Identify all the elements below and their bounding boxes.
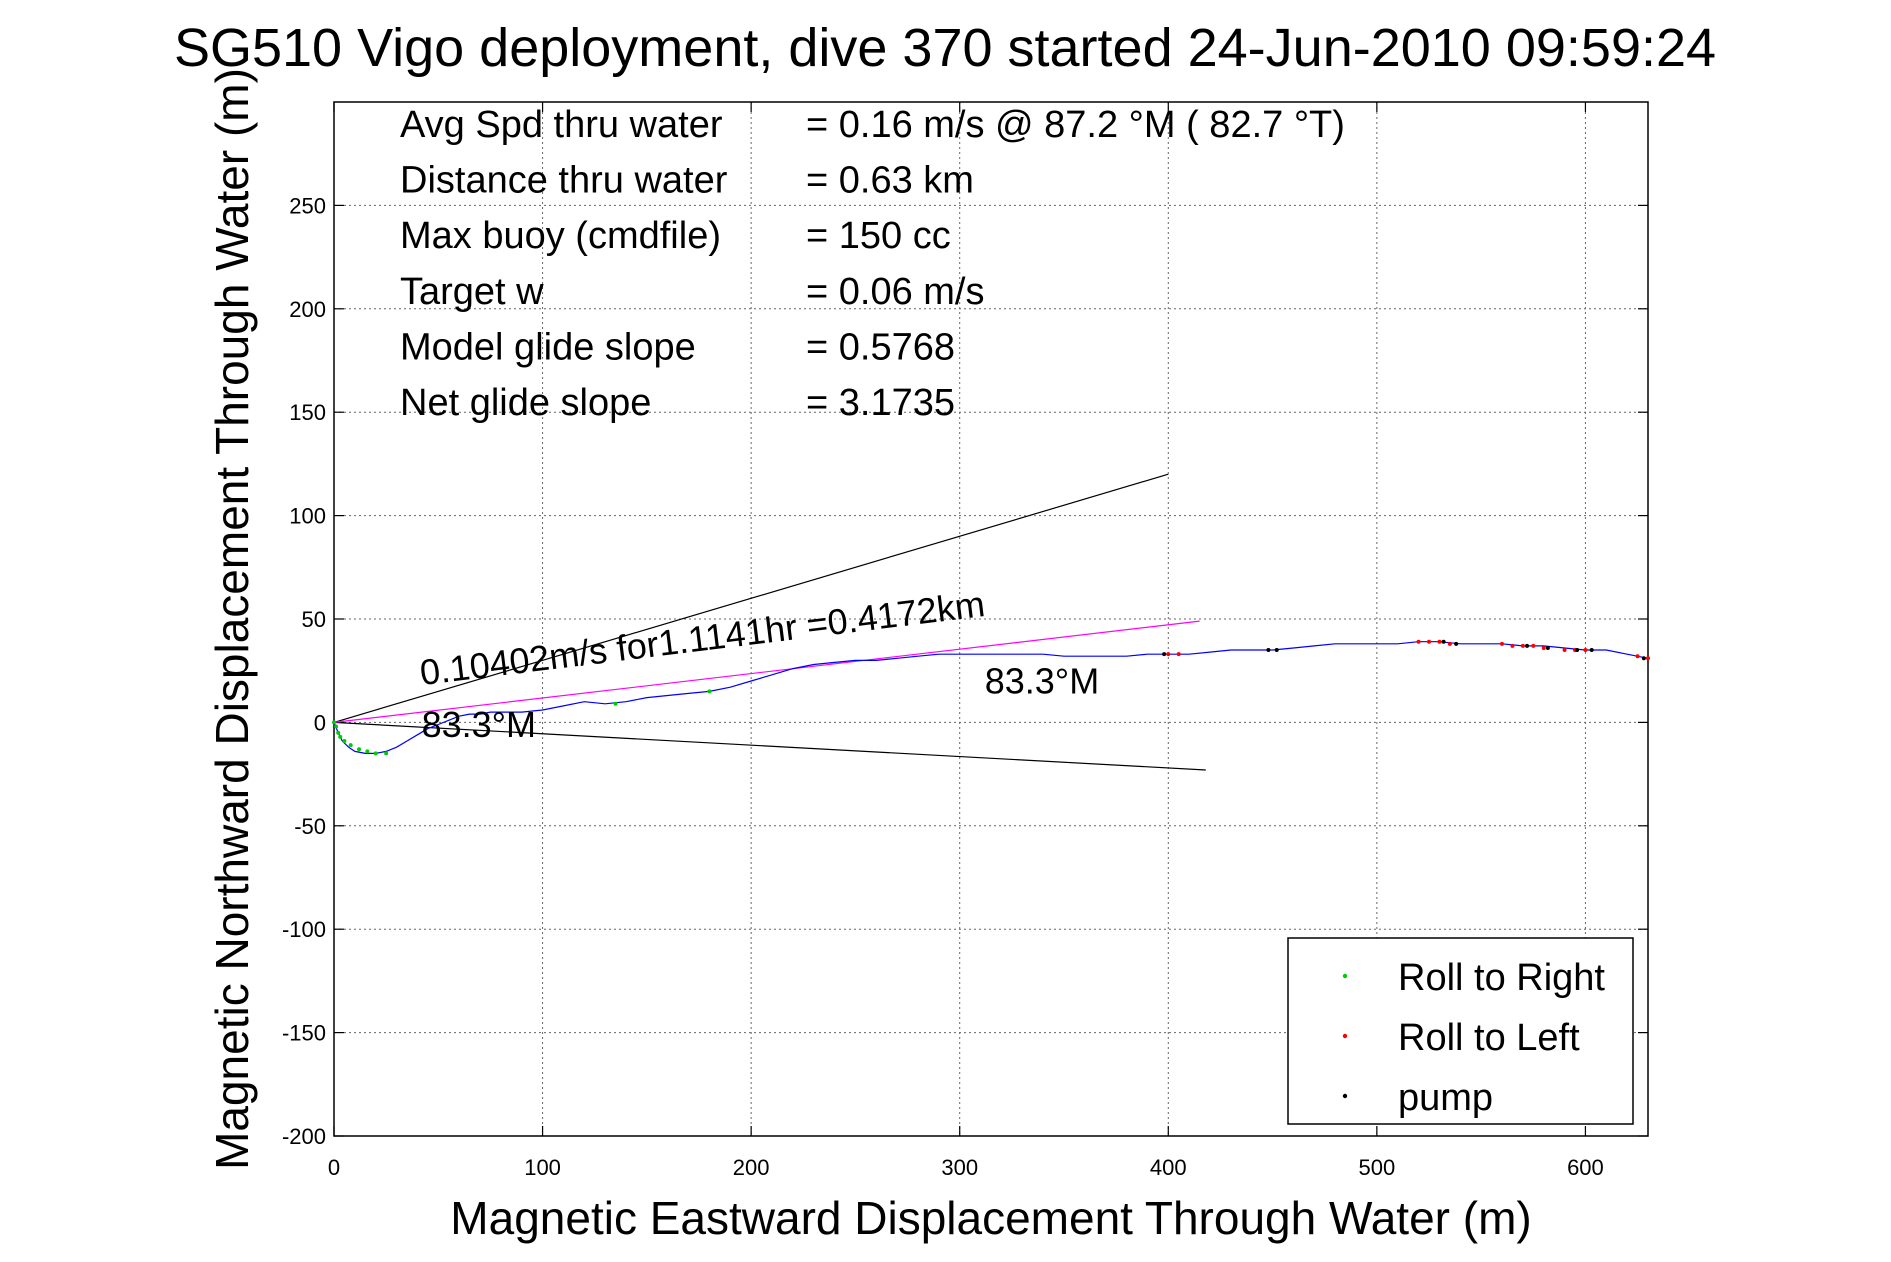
info-value: = 0.16 m/s @ 87.2 °M ( 82.7 °T) <box>806 104 1345 146</box>
legend-swatch <box>1342 1093 1348 1099</box>
pump-marker <box>1454 641 1459 646</box>
info-block: Avg Spd thru water = 0.16 m/s @ 87.2 °M (… <box>400 104 1345 424</box>
pump-marker <box>1441 639 1446 644</box>
plot-lines <box>333 473 1649 771</box>
legend: Roll to Right Roll to Left pump <box>1287 937 1634 1125</box>
roll-to-left-marker <box>1427 639 1431 644</box>
legend-swatch <box>1342 1033 1348 1039</box>
envelope-line <box>333 721 1206 771</box>
x-tick-label: 300 <box>941 1155 978 1180</box>
roll-to-left-marker <box>1447 641 1452 646</box>
y-tick-label: 200 <box>289 297 326 322</box>
roll-to-left-marker <box>1500 641 1504 646</box>
plot-annotation: 0.10402m/s for1.1141hr =0.4172km <box>418 583 987 693</box>
roll-to-right-marker <box>342 739 347 744</box>
pump-marker <box>1545 645 1550 650</box>
legend-swatch <box>1342 973 1348 979</box>
roll-to-left-marker <box>1646 656 1650 661</box>
roll-to-left-marker <box>1520 643 1525 648</box>
x-tick-label: 400 <box>1150 1155 1187 1180</box>
y-tick-label: -50 <box>294 814 326 839</box>
roll-to-left-marker <box>1531 643 1536 648</box>
roll-to-right-marker <box>384 751 389 756</box>
roll-to-left-marker <box>1176 652 1181 657</box>
roll-to-right-marker <box>348 743 353 748</box>
roll-to-left-marker <box>1416 639 1421 644</box>
pump-marker <box>1525 643 1530 648</box>
dive-track-line <box>333 641 1649 754</box>
y-tick-label: -200 <box>282 1124 326 1149</box>
y-tick-label: -100 <box>282 917 326 942</box>
plot-annotations: 0.10402m/s for1.1141hr =0.4172km83.3°M83… <box>418 583 1100 745</box>
pump-marker <box>1274 648 1279 653</box>
pump-marker <box>1589 648 1594 653</box>
y-tick-label: 0 <box>314 710 326 735</box>
roll-to-left-marker <box>1562 648 1567 653</box>
roll-to-left-marker <box>1510 643 1515 648</box>
y-tick-label: 150 <box>289 400 326 425</box>
info-label: Avg Spd thru water <box>400 104 723 146</box>
roll-to-right-marker <box>707 689 712 694</box>
chart-title: SG510 Vigo deployment, dive 370 started … <box>174 18 1716 78</box>
roll-to-right-marker <box>357 747 362 752</box>
y-tick-label: -150 <box>282 1021 326 1046</box>
legend-label: pump <box>1398 1077 1493 1119</box>
roll-to-left-marker <box>1635 654 1640 659</box>
roll-to-left-marker <box>1437 639 1442 644</box>
info-label: Model glide slope <box>400 326 696 368</box>
roll-to-right-marker <box>613 701 618 706</box>
info-value: = 3.1735 <box>806 382 955 424</box>
pump-marker <box>1266 648 1271 653</box>
roll-to-left-marker <box>1541 645 1546 650</box>
pump-marker <box>1641 656 1646 661</box>
info-value: = 0.06 m/s <box>806 271 984 313</box>
roll-to-right-marker <box>373 751 378 756</box>
info-label: Max buoy (cmdfile) <box>400 215 721 257</box>
envelope-line <box>333 473 1169 723</box>
roll-to-right-marker <box>365 749 370 754</box>
info-label: Net glide slope <box>400 382 651 424</box>
roll-to-right-marker <box>332 720 336 725</box>
info-value: = 0.5768 <box>806 326 955 368</box>
roll-to-left-marker <box>1583 648 1588 653</box>
roll-to-right-marker <box>338 734 343 739</box>
legend-label: Roll to Left <box>1398 1017 1580 1059</box>
x-tick-label: 200 <box>733 1155 770 1180</box>
info-label: Distance thru water <box>400 160 728 202</box>
info-value: = 150 cc <box>806 215 951 257</box>
y-tick-label: 50 <box>302 607 326 632</box>
x-tick-label: 600 <box>1567 1155 1604 1180</box>
plot-annotation: 83.3°M <box>985 660 1099 701</box>
pump-marker <box>1575 648 1580 653</box>
roll-to-right-marker <box>334 724 339 729</box>
y-tick-label: 100 <box>289 504 326 529</box>
info-label: Target w <box>400 271 544 313</box>
legend-label: Roll to Right <box>1398 957 1605 999</box>
current-line <box>333 620 1200 723</box>
x-axis-label: Magnetic Eastward Displacement Through W… <box>450 1192 1531 1244</box>
info-value: = 0.63 km <box>806 160 974 202</box>
y-axis-label: Magnetic Northward Displacement Through … <box>206 68 258 1170</box>
y-tick-label: 250 <box>289 193 326 218</box>
legend-box <box>1287 937 1634 1125</box>
axis-ticks: 0 100 200 300 400 500 600 -200 -150 -100 -50 0 50 100… <box>282 102 1648 1180</box>
plot-markers <box>332 639 1650 756</box>
x-tick-label: 500 <box>1358 1155 1395 1180</box>
pump-marker <box>1162 652 1167 657</box>
roll-to-right-marker <box>336 730 341 735</box>
roll-to-left-marker <box>1166 652 1171 657</box>
x-tick-label: 0 <box>328 1155 340 1180</box>
plot-annotation: 83.3°M <box>422 704 536 745</box>
x-tick-label: 100 <box>524 1155 561 1180</box>
